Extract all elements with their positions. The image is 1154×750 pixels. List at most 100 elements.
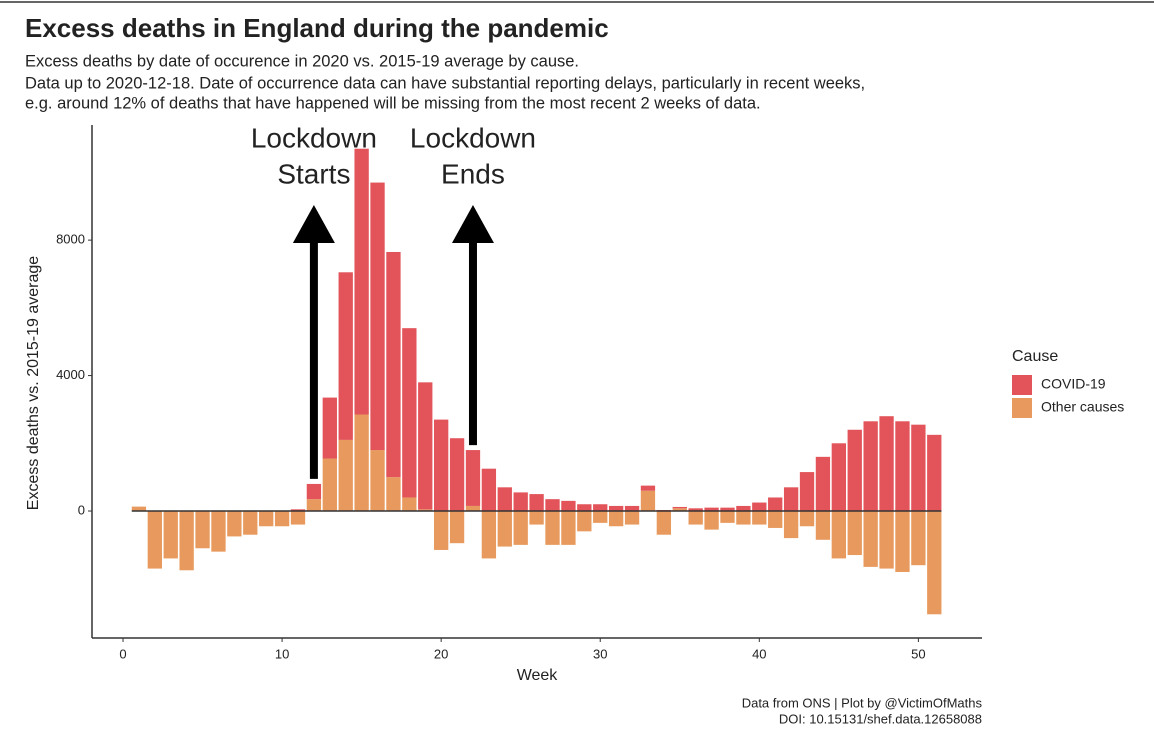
y-axis-label: Excess deaths vs. 2015-19 average xyxy=(25,256,42,510)
subtitle: Excess deaths by date of occurence in 20… xyxy=(25,52,579,70)
bar xyxy=(195,511,210,549)
bar xyxy=(179,511,194,571)
chart-title: Excess deaths in England during the pand… xyxy=(25,13,609,43)
bar xyxy=(895,511,910,572)
bar xyxy=(799,511,815,527)
arrow-head xyxy=(451,205,494,243)
bar xyxy=(545,499,560,512)
caption: Data from ONS | Plot by @VictimOfMaths xyxy=(742,695,983,710)
bar xyxy=(131,506,147,512)
bar xyxy=(290,509,306,512)
bar xyxy=(879,511,894,569)
x-tick-label: 30 xyxy=(593,646,607,661)
bar xyxy=(831,443,846,512)
bar xyxy=(370,182,385,451)
bar xyxy=(449,511,465,544)
bar xyxy=(243,511,258,535)
bar xyxy=(863,511,878,567)
bar xyxy=(418,509,433,512)
bar xyxy=(911,424,926,512)
bar xyxy=(895,421,910,512)
caption: DOI: 10.15131/shef.data.12658088 xyxy=(779,711,982,726)
legend-title: Cause xyxy=(1012,348,1058,365)
subtitle: e.g. around 12% of deaths that have happ… xyxy=(25,94,761,112)
bar xyxy=(513,492,528,512)
bar xyxy=(545,511,560,545)
bar xyxy=(593,504,608,512)
bar xyxy=(227,511,242,537)
bar xyxy=(561,511,576,545)
bar xyxy=(402,497,417,512)
bar xyxy=(783,511,799,539)
bar xyxy=(465,505,481,512)
bar xyxy=(815,456,831,512)
bar xyxy=(672,506,687,509)
bar xyxy=(577,504,592,512)
bar xyxy=(640,490,656,512)
legend-key xyxy=(1012,398,1032,418)
bar xyxy=(481,511,497,559)
bar xyxy=(386,477,401,512)
bar xyxy=(783,487,799,512)
bar xyxy=(290,511,306,525)
bar xyxy=(624,511,640,525)
bar xyxy=(640,485,656,491)
bar xyxy=(259,511,274,527)
bar xyxy=(577,511,592,532)
subtitle: Data up to 2020-12-18. Date of occurrenc… xyxy=(25,74,865,92)
bar xyxy=(608,511,624,527)
x-tick-label: 50 xyxy=(911,646,925,661)
bar xyxy=(354,414,369,512)
bar xyxy=(815,511,831,540)
bar xyxy=(608,505,624,512)
bar xyxy=(418,382,433,510)
annotation: Lockdown xyxy=(251,122,377,153)
bar xyxy=(879,416,894,512)
x-tick-label: 40 xyxy=(752,646,766,661)
bar xyxy=(624,505,640,512)
bar xyxy=(434,511,449,550)
bar xyxy=(163,511,178,559)
bar xyxy=(720,511,735,523)
bar xyxy=(704,507,719,512)
bar xyxy=(688,511,703,525)
bar xyxy=(465,450,481,506)
bar xyxy=(497,487,512,512)
bar xyxy=(911,511,926,566)
bar xyxy=(338,439,353,512)
bar xyxy=(434,419,449,512)
bar xyxy=(847,511,862,556)
bar xyxy=(497,511,512,547)
arrow-head xyxy=(292,205,335,243)
bar xyxy=(688,508,703,512)
bar xyxy=(720,507,735,512)
bar xyxy=(529,511,544,525)
bar xyxy=(481,468,497,512)
bar xyxy=(768,497,783,512)
bar xyxy=(736,511,751,525)
annotation: Lockdown xyxy=(410,122,536,153)
bar xyxy=(672,508,687,512)
bar xyxy=(529,494,544,512)
x-tick-label: 20 xyxy=(434,646,448,661)
bar xyxy=(306,483,322,500)
legend-key xyxy=(1012,375,1032,395)
bar xyxy=(322,397,337,459)
x-tick-label: 0 xyxy=(119,646,126,661)
bar xyxy=(656,511,672,535)
bar xyxy=(863,421,878,512)
annotation: Starts xyxy=(277,158,350,189)
bar xyxy=(847,429,862,512)
bar xyxy=(927,511,942,615)
bar xyxy=(752,511,767,525)
bar xyxy=(147,511,162,569)
bar xyxy=(561,500,576,512)
bar xyxy=(338,272,353,440)
bar xyxy=(274,511,290,527)
y-tick-label: 8000 xyxy=(56,232,85,247)
legend-label: Other causes xyxy=(1041,399,1124,415)
bar xyxy=(799,472,815,512)
bar xyxy=(927,434,942,512)
x-axis-label: Week xyxy=(517,667,559,684)
